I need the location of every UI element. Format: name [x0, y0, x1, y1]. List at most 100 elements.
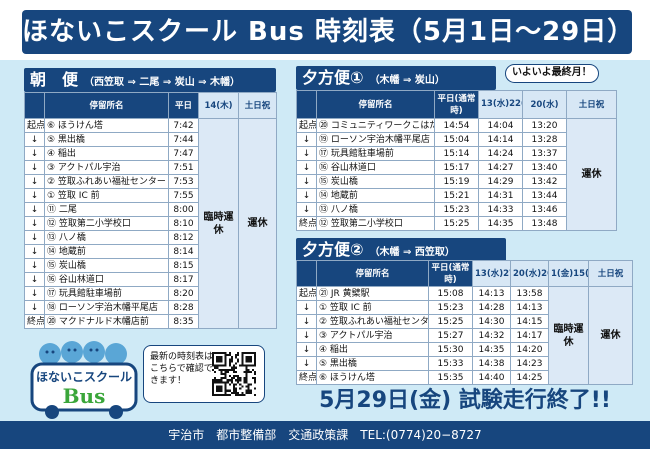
mascot-line2: Bus	[63, 384, 106, 408]
row-marker: ↓	[296, 174, 317, 189]
temporary-suspension-cell: 臨時運休	[548, 286, 589, 385]
weekday-time: 8:20	[168, 286, 199, 301]
stop-name: ⑳ コミュニティワークこはた館前	[316, 118, 435, 133]
row-marker: ↓	[296, 356, 317, 371]
weekday-time: 7:55	[168, 188, 199, 203]
special-time-a: 14:32	[472, 328, 511, 343]
special-time-b: 14:20	[510, 342, 549, 357]
corner-cell	[24, 92, 45, 119]
evening1-heading: 夕方便① （木幡 ⇒ 炭山）	[296, 66, 496, 90]
table-row: 終点 ⑳ マクドナルド木幡店前 8:35	[24, 314, 277, 329]
special-time-b: 13:37	[522, 146, 567, 161]
stop-name: ⑮ 炭山橋	[316, 174, 435, 189]
bus-mascot-icon: ほないこスクール Bus	[30, 341, 138, 419]
weekday-time: 15:35	[428, 370, 473, 385]
stop-name: ⑭ 地蔵前	[316, 188, 435, 203]
table-row: ↓ ⑭ 地蔵前 15:21 14:31 13:44	[296, 188, 617, 203]
weekday-time: 8:15	[168, 258, 199, 273]
weekday-time: 15:21	[434, 188, 479, 203]
morning-route: （西笠取 ⇒ 二尾 ⇒ 炭山 ⇒ 木幡）	[84, 77, 241, 88]
weekday-time: 15:08	[428, 286, 473, 301]
header-weekend: 土日祝	[566, 90, 617, 119]
stop-name: ⑲ ローソン宇治木幡平尾店	[316, 132, 435, 147]
table-row: ↓ ③ アクトパル宇治 7:51	[24, 160, 277, 175]
stop-name: ④ 稲出	[316, 342, 429, 357]
table-row: ↓ ⑯ 谷山林道口 8:17	[24, 272, 277, 287]
header-special-a: 13(水)27(水)	[472, 260, 511, 287]
special-time-b: 13:46	[522, 202, 567, 217]
title-bar: ほないこスクール Bus 時刻表（5月1日〜29日）	[0, 0, 650, 60]
table-row: ↓ ⑰ 玩具館駐車場前 8:20	[24, 286, 277, 301]
special-time-b: 13:44	[522, 188, 567, 203]
evening1-timetable: 停留所名 平日(通常時) 13(水)22(金)27(水) 20(水) 土日祝 起…	[296, 90, 617, 231]
special-time-a: 14:35	[472, 342, 511, 357]
weekday-time: 8:28	[168, 300, 199, 315]
row-marker: ↓	[24, 202, 45, 217]
weekday-time: 15:23	[434, 202, 479, 217]
special-time-a: 14:14	[478, 132, 523, 147]
special-time-a: 14:29	[478, 174, 523, 189]
weekday-time: 15:27	[428, 328, 473, 343]
table-row: ↓ ⑮ 炭山橋 8:15	[24, 258, 277, 273]
weekday-time: 15:25	[434, 216, 479, 231]
special-time-a: 14:30	[472, 314, 511, 329]
stop-name: ⑭ 地蔵前	[44, 244, 169, 259]
stop-name: ㉑ JR 黄檗駅	[316, 286, 429, 301]
table-row: 終点 ⑫ 笠取第二小学校口 15:25 14:35 13:48	[296, 216, 617, 231]
row-marker: ↓	[24, 244, 45, 259]
special-time-b: 14:13	[510, 300, 549, 315]
qr-code-icon[interactable]	[212, 352, 256, 396]
stop-name: ⑪ 二尾	[44, 202, 169, 217]
special-time-b: 13:42	[522, 174, 567, 189]
stop-name: ② 笠取ふれあい福祉センター	[44, 174, 169, 189]
row-marker: 終点	[24, 314, 45, 329]
row-marker: 終点	[296, 216, 317, 231]
stop-name: ⑯ 谷山林道口	[44, 272, 169, 287]
header-stop: 停留所名	[316, 260, 429, 287]
weekday-time: 15:23	[428, 300, 473, 315]
mascot-line1: ほないこスクール	[36, 370, 132, 384]
table-row: ↓ ⑪ 二尾 8:00	[24, 202, 277, 217]
stop-name: ⑬ 八ノ橋	[44, 230, 169, 245]
header-weekday: 平日(通常時)	[434, 90, 479, 119]
trial-end-note: 5月29日(金) 試験走行終了!!	[319, 388, 611, 413]
stop-name: ⑮ 炭山橋	[44, 258, 169, 273]
header-weekend: 土日祝	[238, 92, 277, 119]
header-special-b: 20(水)	[522, 90, 567, 119]
special-time-b: 13:48	[522, 216, 567, 231]
suspended-cell: 運休	[566, 118, 617, 231]
suspended-cell: 運休	[238, 118, 277, 329]
header-stop: 停留所名	[316, 90, 435, 119]
qr-callout-text: 最新の時刻表はこちらで確認できます！	[150, 352, 214, 386]
table-row: ↓ ② 笠取ふれあい福祉センター 7:53	[24, 174, 277, 189]
morning-timetable: 停留所名 平日 14(木) 土日祝 起点 ⑥ ほうけん塔 7:42 臨時運休 運休 ↓ ⑤ …	[24, 92, 277, 329]
special-time-b: 14:25	[510, 370, 549, 385]
row-marker: ↓	[296, 328, 317, 343]
stop-name: ① 笠取 IC 前	[44, 188, 169, 203]
stop-name: ⑤ 黒出橋	[316, 356, 429, 371]
special-time-a: 14:35	[478, 216, 523, 231]
row-marker: ↓	[296, 202, 317, 217]
special-time-b: 14:17	[510, 328, 549, 343]
weekday-time: 8:35	[168, 314, 199, 329]
special-time-a: 14:24	[478, 146, 523, 161]
row-marker: ↓	[296, 132, 317, 147]
header-stop: 停留所名	[44, 92, 169, 119]
corner-cell	[296, 260, 317, 287]
special-time-a: 14:31	[478, 188, 523, 203]
stop-name: ⑰ 玩具館駐車場前	[44, 286, 169, 301]
weekday-time: 15:17	[434, 160, 479, 175]
table-row: ↓ ③ アクトパル宇治 15:27 14:32 14:17	[296, 328, 633, 343]
row-marker: ↓	[24, 258, 45, 273]
weekday-time: 8:12	[168, 230, 199, 245]
weekday-time: 7:44	[168, 132, 199, 147]
row-marker: ↓	[24, 174, 45, 189]
row-marker: 起点	[296, 286, 317, 301]
stop-name: ⑳ マクドナルド木幡店前	[44, 314, 169, 329]
special-time-b: 14:23	[510, 356, 549, 371]
row-marker: ↓	[24, 146, 45, 161]
special-time-a: 14:04	[478, 118, 523, 133]
weekday-time: 15:25	[428, 314, 473, 329]
corner-cell	[296, 90, 317, 119]
